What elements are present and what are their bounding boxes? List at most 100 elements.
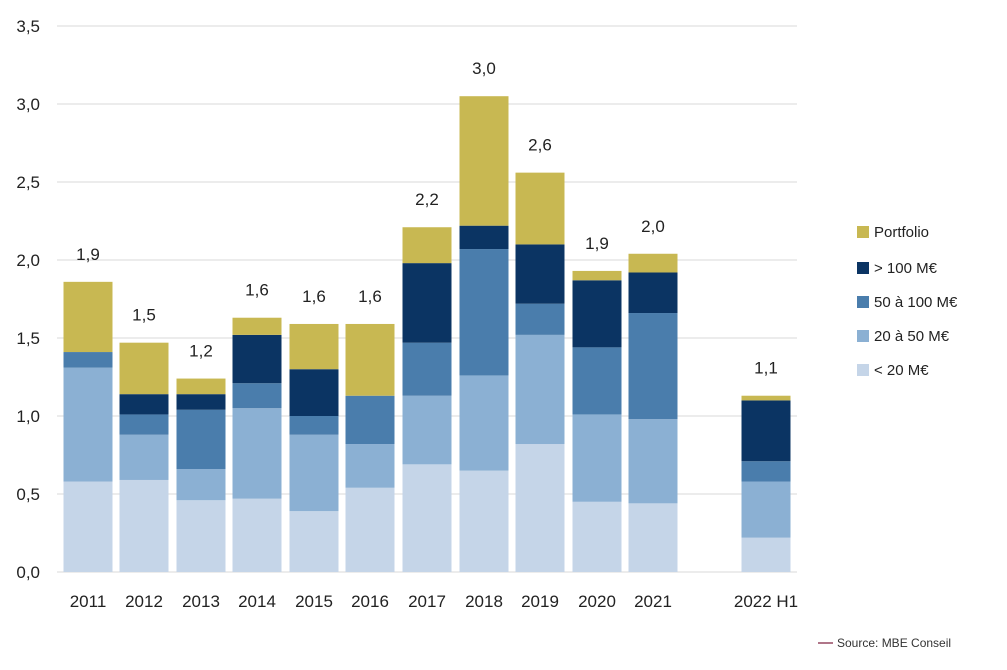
bar-segment xyxy=(176,409,226,470)
legend-item: 50 à 100 M€ xyxy=(857,294,958,311)
x-category-label: 2019 xyxy=(521,592,559,611)
bar-segment xyxy=(232,334,282,384)
x-category-label: 2020 xyxy=(578,592,616,611)
legend-swatch xyxy=(857,364,869,376)
y-axis-tick-labels: 0,0 0,5 1,0 1,5 2,0 2,5 3,0 3,5 xyxy=(16,17,40,582)
legend-label: 50 à 100 M€ xyxy=(874,294,958,311)
x-axis-category-labels: 2011 2012 2013 2014 2015 2016 2017 2018 2019 2020… xyxy=(70,592,798,611)
bar-total-label: 2,6 xyxy=(528,136,552,155)
bar-segment xyxy=(176,469,226,501)
y-tick-label: 0,0 xyxy=(16,563,40,582)
bar-stack xyxy=(459,96,509,572)
bar-segment xyxy=(289,434,339,512)
bar-total-label: 2,2 xyxy=(415,190,439,209)
x-category-label: 2021 xyxy=(634,592,672,611)
legend-swatch xyxy=(857,262,869,274)
bar-segment xyxy=(572,280,622,348)
bar-segment xyxy=(119,394,169,415)
bar-segment xyxy=(402,395,452,465)
bar-total-label: 1,1 xyxy=(754,359,778,378)
bar-segment xyxy=(628,253,678,273)
legend-label: Portfolio xyxy=(874,224,929,241)
bar-segment xyxy=(345,487,395,572)
legend-label: 20 à 50 M€ xyxy=(874,328,950,345)
bar-segment xyxy=(345,323,395,396)
bar-segment xyxy=(289,369,339,416)
bar-segment xyxy=(459,375,509,471)
bar-segment xyxy=(289,511,339,572)
legend-label: > 100 M€ xyxy=(874,260,938,277)
bar-total-label: 3,0 xyxy=(472,59,496,78)
bar-segment xyxy=(515,172,565,245)
bar-stack xyxy=(741,395,791,572)
bar-segment xyxy=(741,537,791,572)
bar-segment xyxy=(459,249,509,376)
legend-item: 20 à 50 M€ xyxy=(857,328,950,345)
bar-segment xyxy=(119,414,169,435)
bar-segment xyxy=(119,479,169,572)
bar-segment xyxy=(459,96,509,226)
y-tick-label: 0,5 xyxy=(16,485,40,504)
bar-segment xyxy=(289,323,339,370)
legend-label: < 20 M€ xyxy=(874,362,929,379)
bar-segment xyxy=(232,383,282,409)
bar-segment xyxy=(63,352,113,368)
bar-segment xyxy=(232,317,282,335)
bar-total-label: 2,0 xyxy=(641,217,665,236)
bar-stack xyxy=(232,317,282,572)
source-text: Source: MBE Conseil xyxy=(837,636,951,650)
x-category-label: 2018 xyxy=(465,592,503,611)
bar-segment xyxy=(232,498,282,572)
bar-segment xyxy=(572,414,622,502)
bar-segment xyxy=(289,416,339,435)
bar-segment xyxy=(402,263,452,343)
bar-segment xyxy=(741,481,791,538)
x-category-label: 2011 xyxy=(70,592,107,611)
bar-stack xyxy=(289,323,339,572)
x-category-label: 2013 xyxy=(182,592,220,611)
bar-segment xyxy=(345,395,395,445)
bar-segment xyxy=(402,342,452,396)
legend-swatch xyxy=(857,226,869,238)
bar-segment xyxy=(345,444,395,488)
bar-segment xyxy=(741,395,791,401)
legend-item: Portfolio xyxy=(857,224,929,241)
bar-segment xyxy=(232,408,282,499)
bar-segment xyxy=(515,334,565,445)
x-category-label: 2015 xyxy=(295,592,333,611)
bar-segment xyxy=(119,434,169,480)
bar-total-label: 1,6 xyxy=(302,287,326,306)
bar-segment xyxy=(402,227,452,264)
x-category-label: 2014 xyxy=(238,592,276,611)
bar-segment xyxy=(628,313,678,420)
bar-stack xyxy=(402,227,452,572)
bar-segment xyxy=(402,464,452,572)
x-category-label: 2012 xyxy=(125,592,163,611)
bar-stack xyxy=(119,342,169,572)
bar-segment xyxy=(176,500,226,572)
source-note: Source: MBE Conseil xyxy=(818,636,951,650)
bar-segment xyxy=(515,303,565,335)
bar-segment xyxy=(63,367,113,482)
bar-segment xyxy=(628,503,678,572)
bar-stack xyxy=(63,281,113,572)
bars xyxy=(63,96,791,572)
y-tick-label: 2,5 xyxy=(16,173,40,192)
bar-segment xyxy=(515,244,565,304)
bar-stack xyxy=(572,270,622,572)
bar-stack xyxy=(515,172,565,572)
y-tick-label: 3,0 xyxy=(16,95,40,114)
y-tick-label: 1,0 xyxy=(16,407,40,426)
x-category-label: 2016 xyxy=(351,592,389,611)
y-tick-label: 1,5 xyxy=(16,329,40,348)
legend-item: < 20 M€ xyxy=(857,362,929,379)
bar-segment xyxy=(459,470,509,572)
bar-total-label: 1,5 xyxy=(132,306,156,325)
bar-segment xyxy=(572,347,622,415)
bar-total-label: 1,9 xyxy=(76,245,100,264)
legend-item: > 100 M€ xyxy=(857,260,938,277)
bar-total-label: 1,9 xyxy=(585,234,609,253)
bar-segment xyxy=(119,342,169,395)
